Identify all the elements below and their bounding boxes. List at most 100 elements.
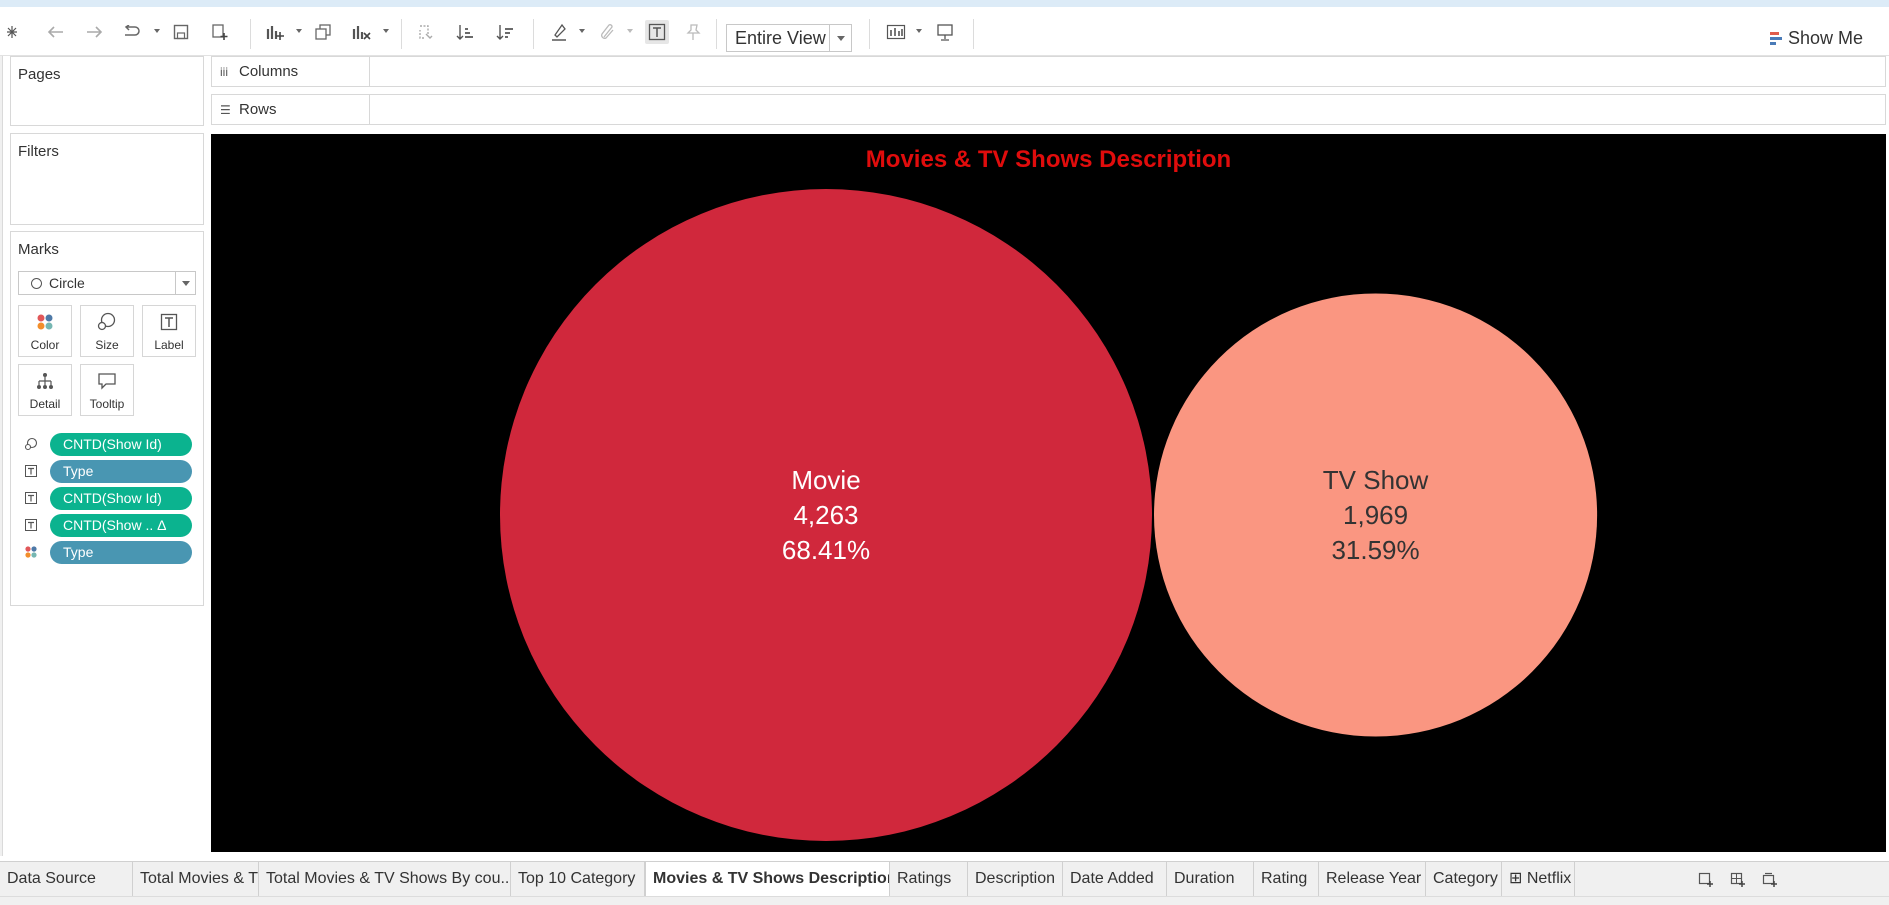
sheet-tab[interactable]: Release Year — [1319, 862, 1426, 897]
detail-button[interactable]: Detail — [18, 364, 72, 416]
detail-label: Detail — [29, 397, 61, 411]
sheet-tab[interactable]: Rating — [1254, 862, 1319, 897]
sheet-tab[interactable]: Total Movies & TV Shows By cou... — [259, 862, 511, 897]
field-pill[interactable]: CNTD(Show .. Δ — [50, 514, 192, 537]
sheet-tab[interactable]: Date Added — [1063, 862, 1167, 897]
marks-field-row[interactable]: CNTD(Show Id) — [18, 432, 198, 456]
columns-label: Columns — [239, 63, 299, 80]
mark-type-select[interactable]: Circle — [18, 271, 196, 295]
group-dropdown-caret[interactable] — [627, 29, 633, 33]
bubble-category-label: TV Show — [1323, 465, 1429, 495]
bubble-mark[interactable] — [1154, 293, 1598, 737]
clear-sheet-icon[interactable] — [349, 20, 373, 44]
bubble-percent-label: 68.41% — [782, 535, 870, 565]
highlight-icon[interactable] — [547, 20, 571, 44]
show-me-label: Show Me — [1788, 27, 1864, 48]
label-icon — [24, 518, 38, 532]
sheet-tab[interactable]: Data Source — [0, 862, 133, 897]
toolbar-separator — [716, 19, 717, 49]
filters-card[interactable]: Filters — [10, 133, 204, 225]
tableau-logo-icon[interactable] — [0, 20, 24, 44]
label-icon — [24, 464, 38, 478]
color-button[interactable]: Color — [18, 305, 72, 357]
toolbar: Entire View Show Me — [0, 7, 1889, 56]
new-worksheet-icon[interactable] — [263, 20, 287, 44]
left-edge-strip — [0, 56, 3, 856]
tooltip-button[interactable]: Tooltip — [80, 364, 134, 416]
chevron-down-icon[interactable] — [175, 272, 195, 294]
marks-field-row[interactable]: Type — [18, 540, 198, 564]
field-pill[interactable]: Type — [50, 460, 192, 483]
window-top-strip — [0, 0, 1889, 7]
bubble-count-label: 1,969 — [1343, 500, 1408, 530]
highlight-dropdown-caret[interactable] — [579, 29, 585, 33]
label-icon[interactable] — [645, 20, 669, 44]
text-label-icon — [160, 310, 178, 334]
duplicate-icon[interactable] — [311, 20, 335, 44]
sheet-tab[interactable]: Duration — [1167, 862, 1254, 897]
pin-icon[interactable] — [681, 20, 705, 44]
show-me-icon — [1770, 31, 1782, 45]
size-label: Size — [95, 338, 119, 352]
toolbar-separator — [533, 19, 534, 49]
sheet-tab[interactable]: Ratings — [890, 862, 968, 897]
chevron-down-icon[interactable] — [829, 25, 851, 51]
sheet-tab[interactable]: Total Movies & TV Shows By Yea... — [133, 862, 259, 897]
presentation-icon[interactable] — [933, 20, 957, 44]
size-button[interactable]: Size — [80, 305, 134, 357]
sheet-tab[interactable]: Description — [968, 862, 1063, 897]
new-story-tab-icon[interactable] — [1760, 870, 1780, 890]
show-me-button[interactable]: Show Me — [1770, 26, 1863, 50]
color-icon — [24, 545, 38, 559]
marks-field-row[interactable]: CNTD(Show Id) — [18, 486, 198, 510]
filters-title: Filters — [18, 143, 59, 160]
show-cards-icon[interactable] — [884, 20, 908, 44]
marks-field-row[interactable]: Type — [18, 459, 198, 483]
pages-card[interactable]: Pages — [10, 56, 204, 126]
replay-icon[interactable] — [120, 20, 144, 44]
new-dashboard-tab-icon[interactable] — [1728, 870, 1748, 890]
bubble-chart[interactable]: Movie 4,263 68.41% TV Show 1,969 31.59% — [211, 134, 1886, 852]
size-icon — [24, 437, 38, 451]
detail-icon — [36, 369, 54, 393]
clear-dropdown-caret[interactable] — [383, 29, 389, 33]
color-label: Color — [30, 338, 60, 352]
fit-view-value: Entire View — [735, 28, 826, 48]
field-pill[interactable]: CNTD(Show Id) — [50, 487, 192, 510]
group-icon[interactable] — [595, 20, 619, 44]
sheet-tab[interactable]: Movies & TV Shows Description — [645, 862, 890, 897]
show-cards-dropdown-caret[interactable] — [916, 29, 922, 33]
sheet-tab[interactable]: Top 10 Category — [511, 862, 645, 897]
marks-field-row[interactable]: CNTD(Show .. Δ — [18, 513, 198, 537]
rows-icon: ☰ — [220, 103, 231, 117]
sheet-tab[interactable]: Category — [1426, 862, 1502, 897]
redo-icon[interactable] — [82, 20, 106, 44]
viz-canvas[interactable]: Movie 4,263 68.41% TV Show 1,969 31.59% Movie… — [211, 134, 1886, 852]
toolbar-separator — [869, 19, 870, 49]
rows-shelf[interactable]: ☰ Rows — [211, 94, 1886, 125]
new-worksheet-tab-icon[interactable] — [1696, 870, 1716, 890]
pages-title: Pages — [18, 66, 61, 83]
columns-shelf[interactable]: iii Columns — [211, 56, 1886, 87]
toolbar-separator — [401, 19, 402, 49]
sort-descending-icon[interactable] — [493, 20, 517, 44]
label-button[interactable]: Label — [142, 305, 196, 357]
replay-dropdown-caret[interactable] — [154, 29, 160, 33]
status-bar — [0, 896, 1889, 905]
swap-icon[interactable] — [414, 20, 438, 44]
rows-shelf-header: ☰ Rows — [212, 95, 370, 124]
mark-type-value: Circle — [49, 275, 85, 291]
new-worksheet-dropdown-caret[interactable] — [296, 29, 302, 33]
field-pill[interactable]: CNTD(Show Id) — [50, 433, 192, 456]
undo-icon[interactable] — [44, 20, 68, 44]
columns-icon: iii — [220, 65, 228, 79]
sort-ascending-icon[interactable] — [453, 20, 477, 44]
fit-view-select[interactable]: Entire View — [726, 24, 852, 52]
sheet-tab[interactable]: ⊞ Netflix — [1502, 862, 1575, 897]
field-pill[interactable]: Type — [50, 541, 192, 564]
save-icon[interactable] — [169, 20, 193, 44]
marks-title: Marks — [18, 241, 59, 258]
new-data-source-icon[interactable] — [208, 20, 232, 44]
bubble-mark[interactable] — [500, 189, 1152, 841]
